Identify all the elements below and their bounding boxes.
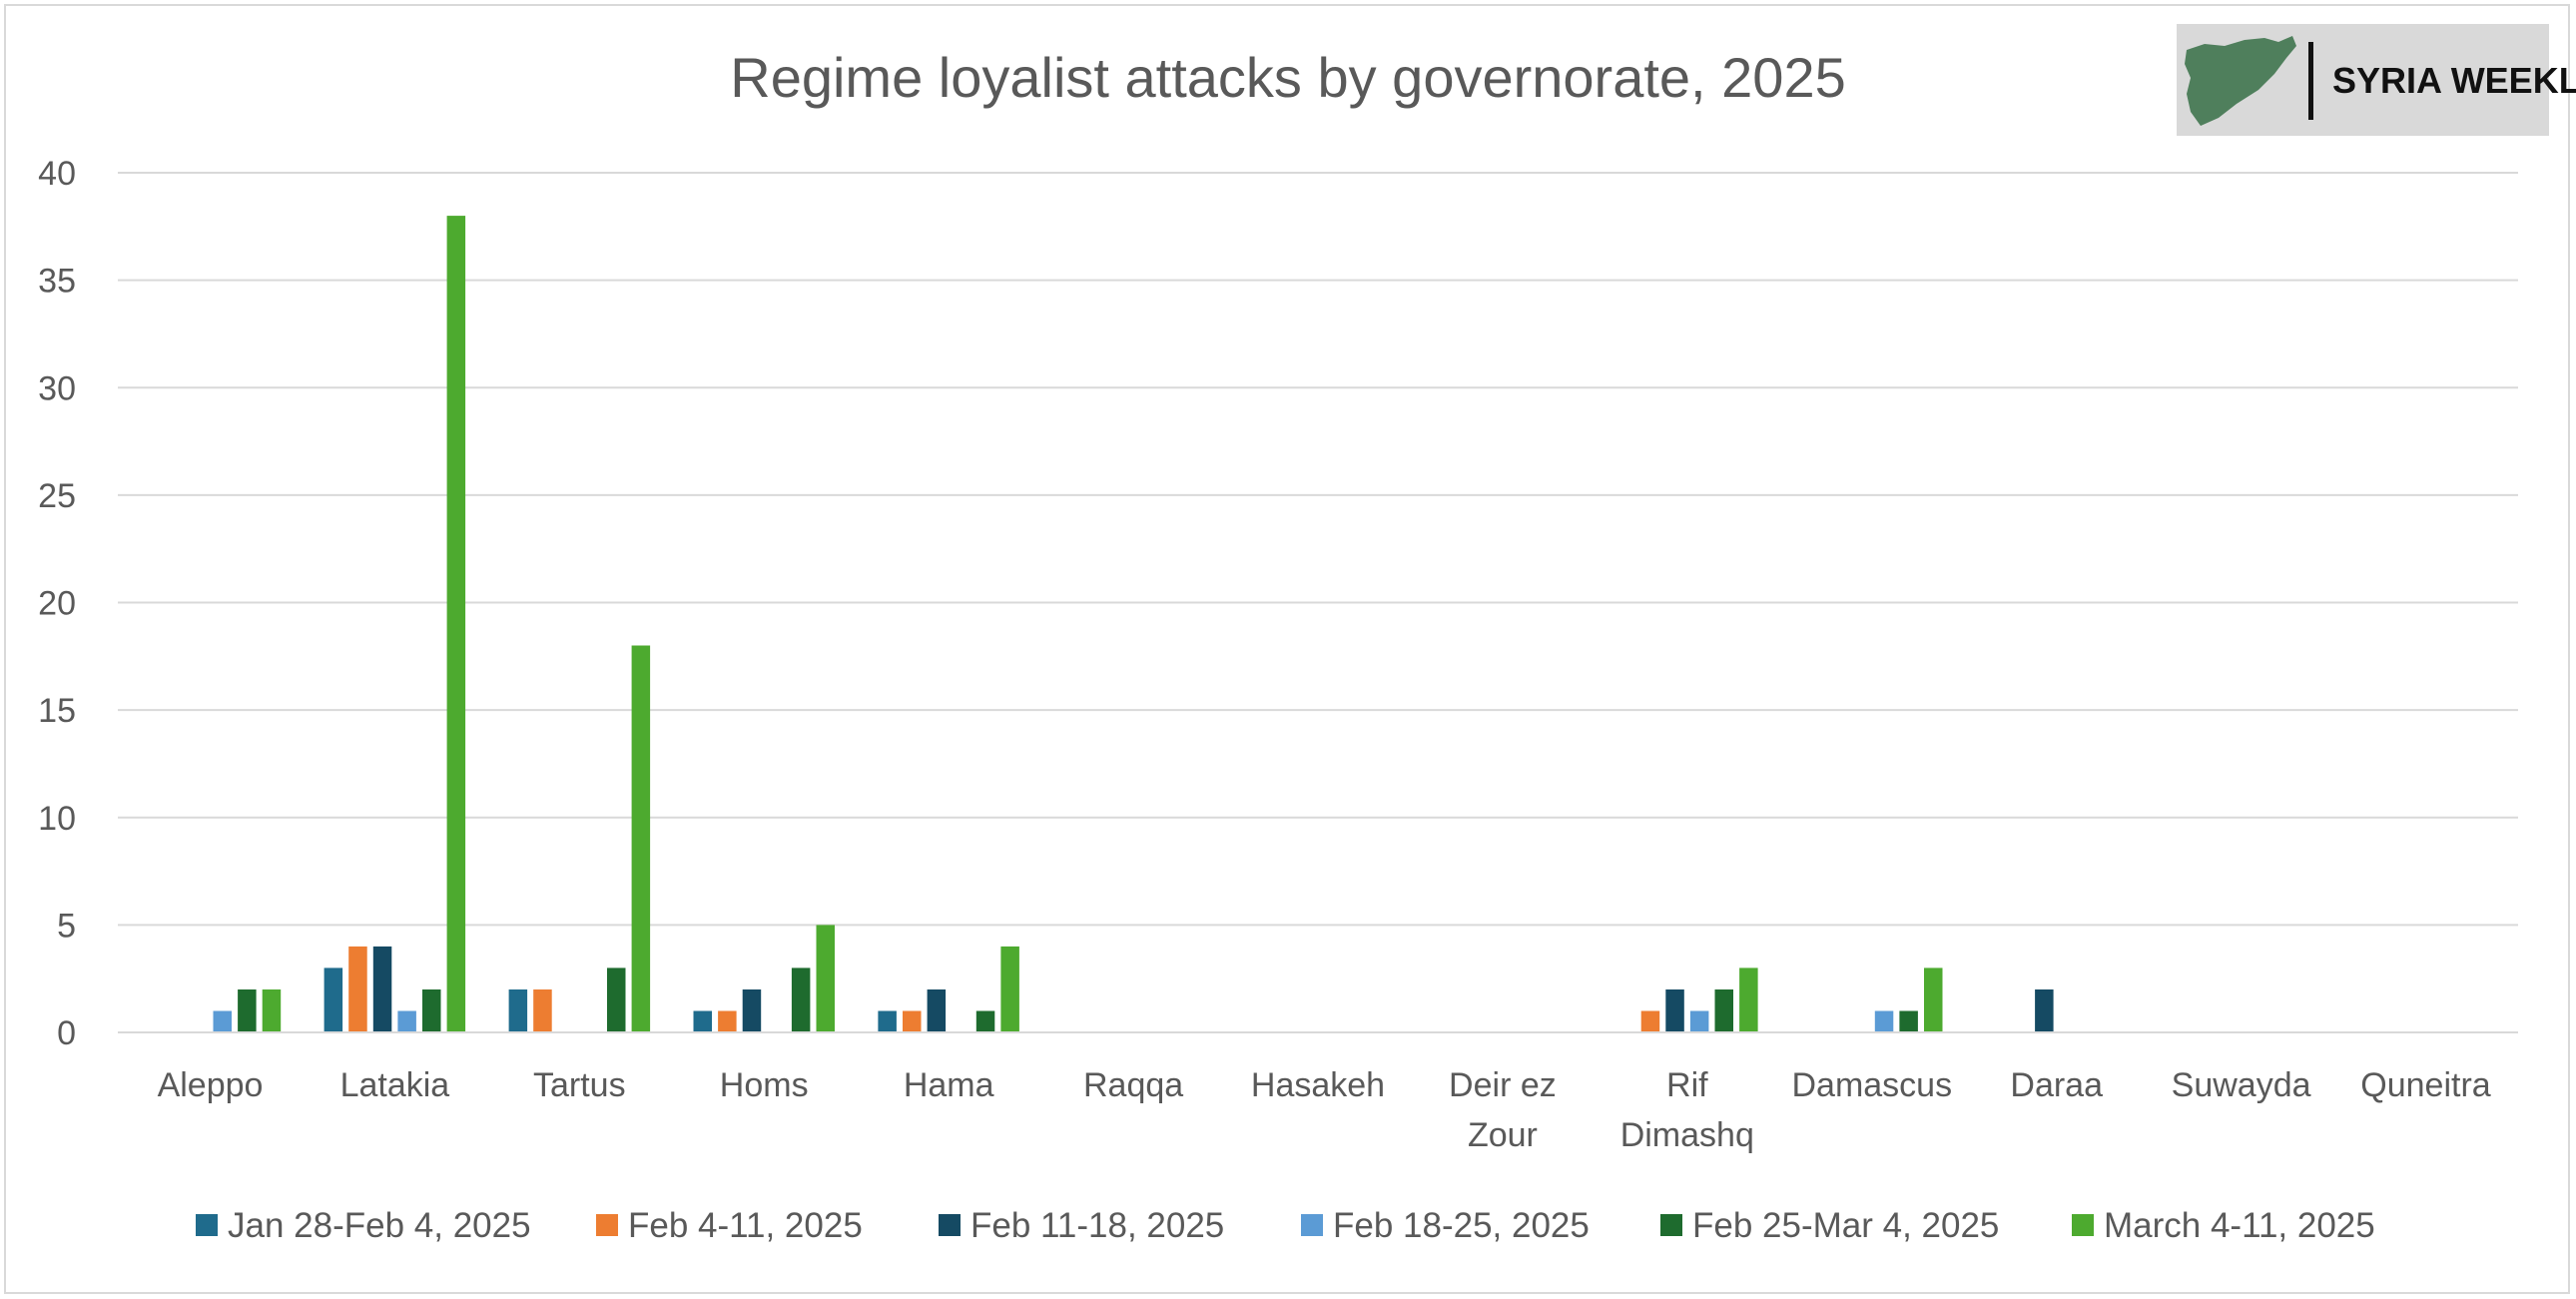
- x-tick-label: Hama: [904, 1066, 994, 1104]
- bar: [397, 1010, 416, 1032]
- legend-label: Feb 11-18, 2025: [970, 1206, 1224, 1245]
- legend-swatch: [196, 1214, 218, 1236]
- chart-frame: [4, 4, 2570, 1294]
- y-tick-label: 10: [38, 800, 76, 838]
- y-tick-label: 40: [38, 155, 76, 193]
- bar: [816, 925, 835, 1032]
- bar: [791, 968, 811, 1032]
- bar: [1924, 968, 1943, 1032]
- bar: [213, 1010, 232, 1032]
- legend-swatch: [1660, 1214, 1682, 1236]
- bar: [1874, 1010, 1894, 1032]
- legend: Jan 28-Feb 4, 2025 Feb 4-11, 2025 Feb 11-1…: [196, 1206, 2375, 1245]
- bar: [262, 989, 282, 1032]
- logo-text: SYRIA WEEKLY: [2332, 60, 2576, 101]
- x-tick-label: Suwayda: [2172, 1066, 2311, 1104]
- legend-item: Feb 18-25, 2025: [1301, 1206, 1590, 1245]
- bar: [372, 946, 392, 1032]
- legend-label: Jan 28-Feb 4, 2025: [228, 1206, 531, 1245]
- chart-title: Regime loyalist attacks by governorate, …: [730, 46, 1845, 109]
- bar: [742, 989, 762, 1032]
- bar: [1665, 989, 1684, 1032]
- bar: [348, 946, 367, 1032]
- bar: [1000, 946, 1019, 1032]
- bar: [1714, 989, 1733, 1032]
- bar: [878, 1010, 897, 1032]
- bar: [422, 989, 441, 1032]
- syria-weekly-logo: SYRIA WEEKLY: [2177, 24, 2576, 136]
- bar: [718, 1010, 737, 1032]
- y-tick-label: 15: [38, 692, 76, 730]
- legend-swatch: [2072, 1214, 2094, 1236]
- legend-item: March 4-11, 2025: [2072, 1206, 2375, 1245]
- y-tick-label: 25: [38, 477, 76, 515]
- y-tick-label: 35: [38, 263, 76, 301]
- bar: [1899, 1010, 1918, 1032]
- bar: [1739, 968, 1758, 1032]
- bar: [533, 989, 552, 1032]
- x-tick-label: Damascus: [1791, 1066, 1952, 1104]
- bar: [1640, 1010, 1660, 1032]
- y-tick-label: 0: [57, 1014, 76, 1052]
- legend-label: Feb 25-Mar 4, 2025: [1692, 1206, 1999, 1245]
- x-tick-label: Homs: [720, 1066, 809, 1104]
- y-tick-label: 30: [38, 369, 76, 407]
- logo-divider: [2308, 42, 2313, 120]
- bar: [2035, 989, 2054, 1032]
- legend-label: Feb 18-25, 2025: [1333, 1206, 1590, 1245]
- x-tick-label: Daraa: [2010, 1066, 2103, 1104]
- legend-swatch: [939, 1214, 961, 1236]
- x-tick-label: Aleppo: [158, 1066, 264, 1104]
- bar: [903, 1010, 922, 1032]
- y-tick-label: 20: [38, 585, 76, 623]
- x-tick-label: Zour: [1468, 1116, 1538, 1154]
- x-tick-label: Raqqa: [1083, 1066, 1183, 1104]
- legend-item: Feb 25-Mar 4, 2025: [1660, 1206, 1999, 1245]
- x-tick-label: Deir ez: [1449, 1066, 1557, 1104]
- legend-swatch: [1301, 1214, 1323, 1236]
- x-tick-label: Tartus: [533, 1066, 626, 1104]
- legend-item: Feb 4-11, 2025: [596, 1206, 863, 1245]
- x-tick-label: Hasakeh: [1251, 1066, 1385, 1104]
- bar: [1689, 1010, 1709, 1032]
- syria-map-icon: [2185, 36, 2296, 126]
- legend-item: Feb 11-18, 2025: [939, 1206, 1224, 1245]
- bar: [975, 1010, 995, 1032]
- legend-item: Jan 28-Feb 4, 2025: [196, 1206, 531, 1245]
- bar: [446, 216, 466, 1033]
- bar: [607, 968, 626, 1032]
- bar: [631, 645, 651, 1032]
- legend-label: March 4-11, 2025: [2104, 1206, 2375, 1245]
- x-tick-label: Dimashq: [1620, 1116, 1754, 1154]
- y-tick-label: 5: [57, 907, 76, 945]
- x-axis-labels: Aleppo Latakia Tartus Homs Hama Raqqa Hasakeh D…: [158, 1066, 2491, 1154]
- bars: [213, 216, 2054, 1033]
- gridlines: [118, 172, 2518, 927]
- bar: [238, 989, 257, 1032]
- x-tick-label: Rif: [1666, 1066, 1708, 1104]
- x-tick-label: Quneitra: [2360, 1066, 2490, 1104]
- bar: [323, 968, 343, 1032]
- bar: [508, 989, 528, 1032]
- legend-label: Feb 4-11, 2025: [628, 1206, 863, 1245]
- y-axis-ticks: 0 5 10 15 20 25 30 35 40: [38, 155, 76, 1052]
- x-tick-label: Latakia: [340, 1066, 450, 1104]
- legend-swatch: [596, 1214, 618, 1236]
- bar: [927, 989, 947, 1032]
- bar: [693, 1010, 712, 1032]
